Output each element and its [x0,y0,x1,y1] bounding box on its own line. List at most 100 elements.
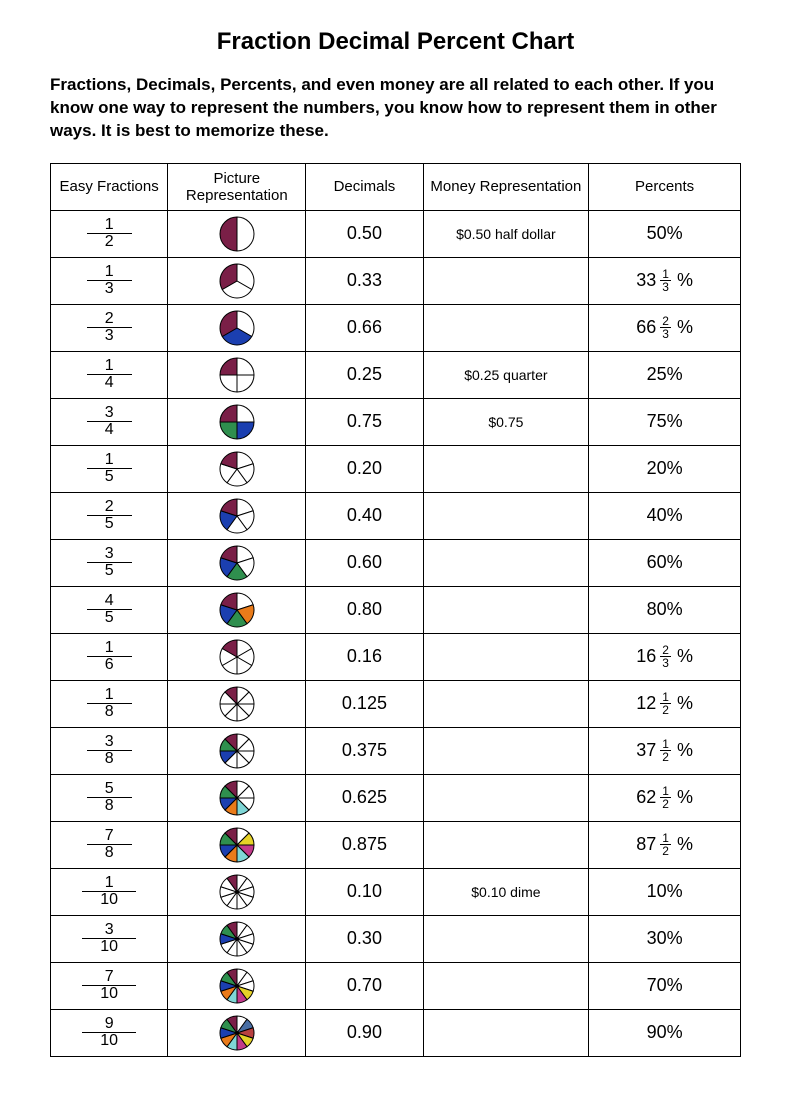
money-cell [423,1009,589,1056]
table-row: 130.333313% [51,257,741,304]
intro-text: Fractions, Decimals, Percents, and even … [50,74,741,143]
pie-icon [218,826,256,864]
decimal-cell: 0.875 [306,821,423,868]
pie-icon [218,356,256,394]
pie-cell [168,633,306,680]
page-title: Fraction Decimal Percent Chart [50,28,741,56]
percent-cell: 70% [589,962,741,1009]
percent-cell: 10% [589,868,741,915]
fraction-cell: 38 [51,727,168,774]
pie-cell [168,868,306,915]
decimal-cell: 0.25 [306,351,423,398]
money-cell [423,962,589,1009]
decimal-cell: 0.90 [306,1009,423,1056]
percent-cell: 50% [589,210,741,257]
table-row: 310 0.30 30% [51,915,741,962]
percent-cell: 40% [589,492,741,539]
fraction-cell: 34 [51,398,168,445]
percent-cell: 3712% [589,727,741,774]
pie-icon [218,779,256,817]
decimal-cell: 0.125 [306,680,423,727]
col-percents: Percents [589,163,741,210]
decimal-cell: 0.40 [306,492,423,539]
pie-icon [218,544,256,582]
fraction-cell: 78 [51,821,168,868]
money-cell [423,915,589,962]
pie-cell [168,492,306,539]
pie-icon [218,591,256,629]
money-cell [423,680,589,727]
percent-cell: 6212% [589,774,741,821]
money-cell [423,727,589,774]
percent-cell: 80% [589,586,741,633]
table-row: 15 0.20 20% [51,445,741,492]
pie-cell [168,351,306,398]
fraction-cell: 35 [51,539,168,586]
pie-icon [218,262,256,300]
pie-cell [168,680,306,727]
table-row: 9100.9090% [51,1009,741,1056]
fraction-table: Easy Fractions Picture Representation De… [50,163,741,1057]
money-cell [423,445,589,492]
col-decimals: Decimals [306,163,423,210]
fraction-cell: 13 [51,257,168,304]
table-row: 380.3753712% [51,727,741,774]
decimal-cell: 0.16 [306,633,423,680]
money-cell [423,633,589,680]
table-row: 160.161623% [51,633,741,680]
table-row: 120.50$0.50 half dollar50% [51,210,741,257]
table-row: 45 0.80 80% [51,586,741,633]
fraction-cell: 14 [51,351,168,398]
fraction-cell: 18 [51,680,168,727]
decimal-cell: 0.20 [306,445,423,492]
pie-cell [168,727,306,774]
money-cell [423,304,589,351]
decimal-cell: 0.33 [306,257,423,304]
col-picture: Picture Representation [168,163,306,210]
percent-cell: 1212% [589,680,741,727]
pie-icon [218,1014,256,1052]
decimal-cell: 0.80 [306,586,423,633]
decimal-cell: 0.66 [306,304,423,351]
pie-cell [168,257,306,304]
percent-cell: 90% [589,1009,741,1056]
pie-cell [168,1009,306,1056]
decimal-cell: 0.50 [306,210,423,257]
fraction-cell: 15 [51,445,168,492]
table-row: 1100.10$0.10 dime10% [51,868,741,915]
decimal-cell: 0.70 [306,962,423,1009]
pie-icon [218,873,256,911]
table-row: 350.6060% [51,539,741,586]
percent-cell: 20% [589,445,741,492]
pie-icon [218,638,256,676]
table-row: 780.8758712% [51,821,741,868]
table-row: 580.6256212% [51,774,741,821]
fraction-cell: 58 [51,774,168,821]
col-money: Money Representation [423,163,589,210]
pie-icon [218,215,256,253]
fraction-cell: 45 [51,586,168,633]
money-cell: $0.75 [423,398,589,445]
table-row: 18 0.125 1212% [51,680,741,727]
pie-icon [218,967,256,1005]
pie-icon [218,497,256,535]
pie-cell [168,586,306,633]
percent-cell: 25% [589,351,741,398]
fraction-cell: 23 [51,304,168,351]
money-cell [423,586,589,633]
decimal-cell: 0.10 [306,868,423,915]
pie-cell [168,210,306,257]
pie-cell [168,821,306,868]
pie-icon [218,920,256,958]
money-cell [423,257,589,304]
col-easy-fractions: Easy Fractions [51,163,168,210]
pie-icon [218,309,256,347]
pie-cell [168,445,306,492]
fraction-cell: 12 [51,210,168,257]
money-cell [423,492,589,539]
decimal-cell: 0.30 [306,915,423,962]
fraction-cell: 310 [51,915,168,962]
percent-cell: 30% [589,915,741,962]
decimal-cell: 0.75 [306,398,423,445]
money-cell [423,539,589,586]
